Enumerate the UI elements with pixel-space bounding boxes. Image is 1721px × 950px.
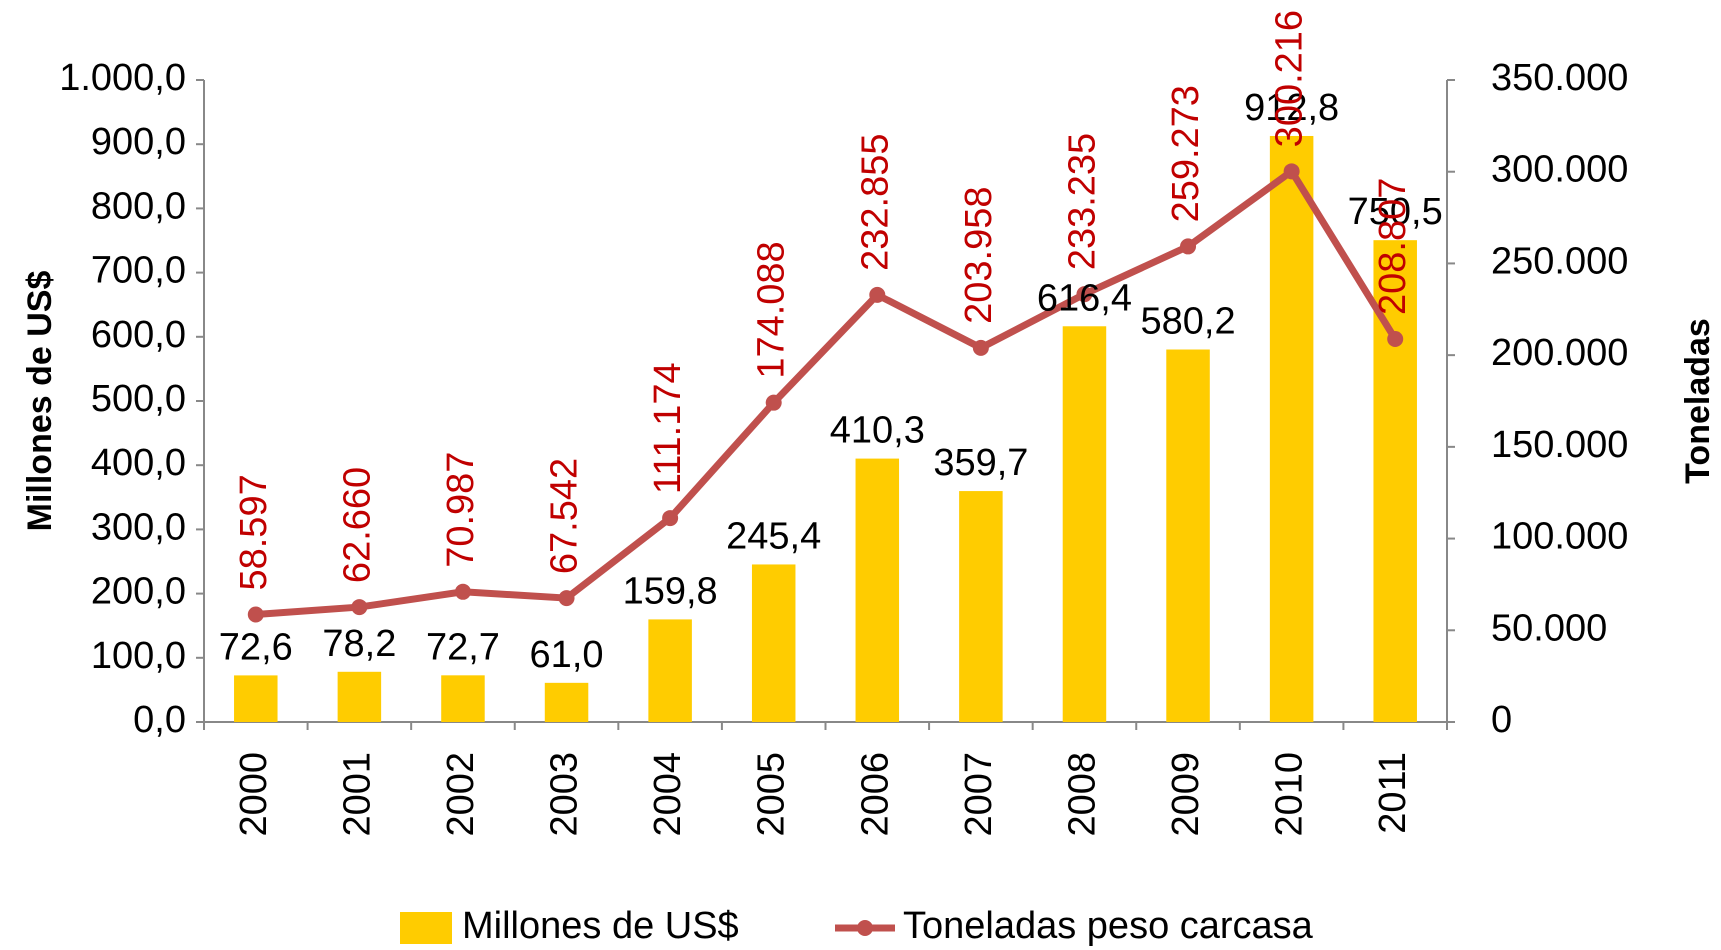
line-marker [662, 510, 679, 527]
x-tick-label: 2009 [1165, 752, 1207, 837]
y-tick-label: 900,0 [91, 121, 186, 163]
bar [855, 458, 900, 722]
y2-tick-label: 50.000 [1491, 607, 1607, 649]
line [255, 166, 1399, 619]
line-value-label: 208.807 [1372, 178, 1414, 315]
line-value-label: 111.174 [647, 362, 689, 494]
y-tick-label: 400,0 [91, 442, 186, 484]
bar-value-label: 410,3 [830, 410, 925, 452]
line-value-label: 174.088 [751, 241, 793, 378]
y2-tick-label: 250.000 [1491, 240, 1628, 282]
y-tick-label: 600,0 [91, 314, 186, 356]
line-value-label: 232.855 [854, 134, 896, 271]
x-tick-label: 2006 [854, 752, 896, 837]
bar-value-label: 912,8 [1244, 87, 1339, 129]
legend-swatch [857, 920, 873, 936]
y2-tick-label: 100.000 [1491, 516, 1628, 558]
bar [1269, 135, 1314, 722]
bar [337, 671, 382, 722]
bar [234, 675, 278, 722]
y2-tick-label: 200.000 [1491, 332, 1628, 374]
y-tick-label: 200,0 [91, 571, 186, 613]
bar [1166, 349, 1210, 722]
y-tick-label: 100,0 [91, 635, 186, 677]
x-tick-label: 2011 [1372, 752, 1414, 834]
bar [751, 564, 796, 722]
line-marker [454, 583, 471, 600]
line-value-label: 233.235 [1061, 133, 1103, 270]
y-tick-label: 800,0 [91, 185, 186, 227]
x-tick-label: 2002 [440, 752, 482, 837]
bar-value-label: 72,7 [426, 626, 500, 668]
line-value-label: 62.660 [336, 467, 378, 583]
line-value-label: 203.958 [958, 187, 1000, 324]
x-tick-label: 2005 [751, 752, 793, 837]
bar-value-label: 580,2 [1140, 301, 1235, 343]
y-tick-label: 1.000,0 [59, 57, 186, 99]
bar [1062, 326, 1107, 722]
bar [959, 491, 1003, 722]
line-marker [1387, 330, 1404, 347]
line-marker [869, 286, 886, 303]
x-tick-label: 2008 [1061, 752, 1103, 837]
line-marker [351, 599, 368, 616]
legend-label: Toneladas peso carcasa [903, 905, 1314, 947]
line-marker [1180, 238, 1197, 255]
bar-value-label: 359,7 [933, 442, 1028, 484]
bar-value-label: 61,0 [530, 634, 604, 676]
bar [544, 682, 589, 722]
x-tick-label: 2010 [1269, 752, 1311, 837]
bar [441, 675, 485, 722]
bar-value-label: 616,4 [1037, 277, 1132, 319]
line-value-label: 67.542 [544, 458, 586, 574]
line-marker [1076, 286, 1093, 303]
x-tick-label: 2004 [647, 752, 689, 837]
y2-tick-label: 150.000 [1491, 424, 1628, 466]
y-tick-label: 500,0 [91, 378, 186, 420]
x-tick-label: 2003 [544, 752, 586, 837]
x-tick-label: 2007 [958, 752, 1000, 837]
line-value-label: 70.987 [440, 452, 482, 568]
legend-swatch [400, 912, 452, 944]
line-marker [765, 394, 782, 411]
bar-value-label: 245,4 [726, 515, 821, 557]
bar-value-label: 750,5 [1348, 191, 1443, 233]
line-marker [1283, 163, 1300, 180]
y-tick-label: 0,0 [133, 699, 186, 741]
line-marker [558, 590, 575, 607]
line-value-label: 58.597 [233, 474, 275, 590]
y2-tick-label: 350.000 [1491, 57, 1628, 99]
y-axis-title: Millones de US$ [21, 271, 59, 532]
y2-tick-label: 0 [1491, 699, 1512, 741]
bar-value-label: 72,6 [219, 626, 293, 668]
y2-tick-label: 300.000 [1491, 149, 1628, 191]
y-tick-label: 300,0 [91, 506, 186, 548]
line-value-label: 300.216 [1269, 10, 1311, 147]
line-value-label: 259.273 [1165, 85, 1207, 222]
legend-label: Millones de US$ [462, 905, 739, 947]
bar-value-label: 159,8 [623, 570, 718, 612]
line-marker [972, 339, 989, 356]
y-tick-label: 700,0 [91, 250, 186, 292]
x-tick-label: 2000 [233, 752, 275, 837]
bar-value-label: 78,2 [322, 623, 396, 665]
bar [648, 619, 692, 722]
x-tick-label: 2001 [336, 752, 378, 837]
line-marker [247, 606, 264, 623]
y2-axis-title: Toneladas [1679, 318, 1717, 484]
